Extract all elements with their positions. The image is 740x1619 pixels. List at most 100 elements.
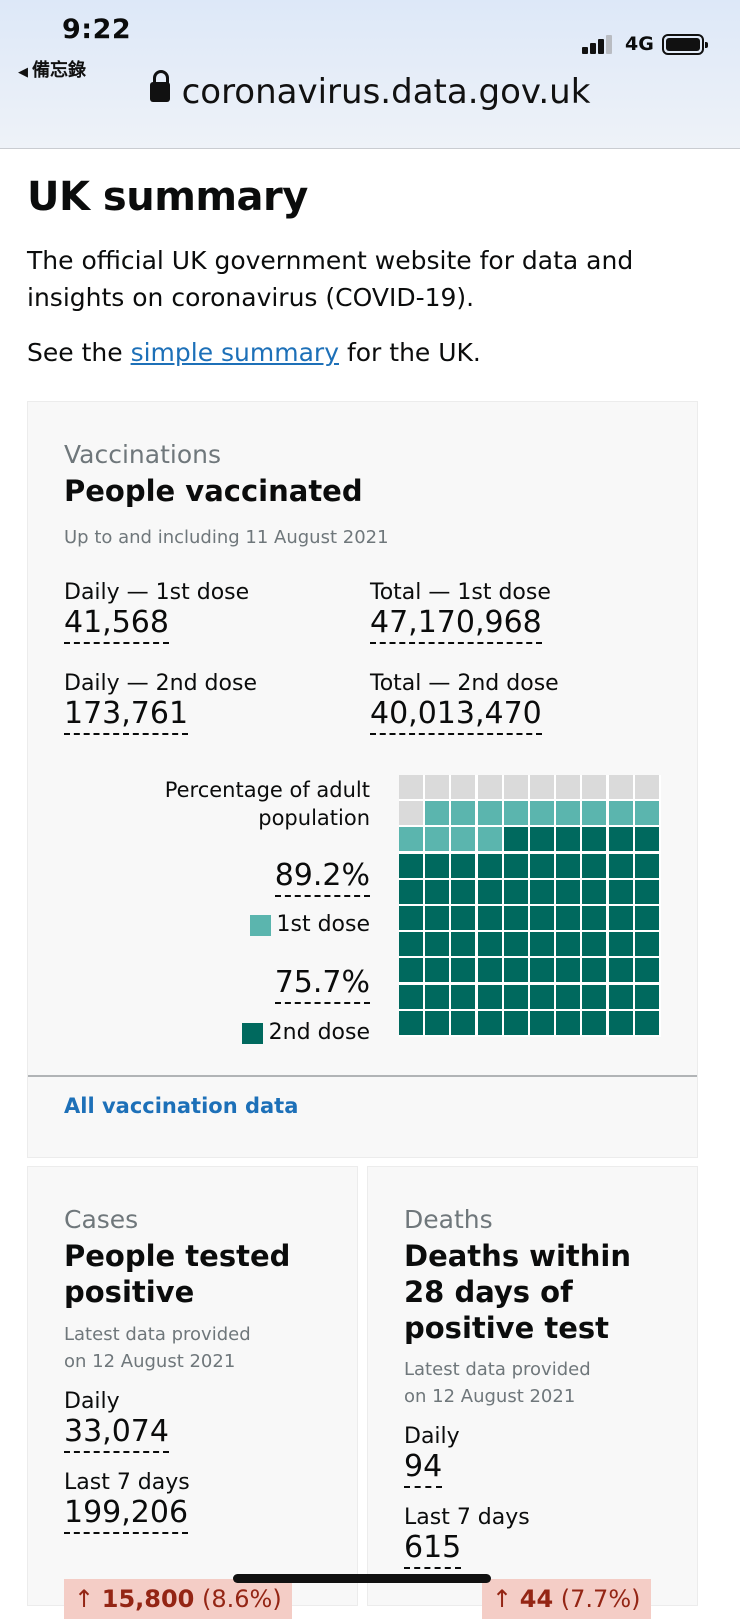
waffle-cell xyxy=(451,853,476,878)
deaths-daily-label: Daily xyxy=(404,1424,460,1449)
back-to-app-button[interactable]: ◀ 備忘錄 xyxy=(18,56,86,82)
deaths-updated: Latest data provided on 12 August 2021 xyxy=(404,1356,591,1410)
waffle-cell xyxy=(608,853,633,878)
waffle-cell xyxy=(399,932,423,957)
waffle-cell xyxy=(608,906,633,930)
network-type: 4G xyxy=(625,33,654,55)
waffle-cell xyxy=(556,827,581,852)
waffle-cell xyxy=(399,879,423,904)
waffle-cell xyxy=(634,906,659,930)
waffle-cell xyxy=(425,879,450,904)
waffle-cell xyxy=(503,827,528,852)
waffle-cell xyxy=(530,801,554,826)
waffle-cell xyxy=(634,801,659,826)
waffle-cell xyxy=(582,801,607,826)
waffle-cell xyxy=(503,932,528,957)
waffle-cell xyxy=(582,906,607,930)
waffle-cell xyxy=(477,906,502,930)
second-dose-pct-value[interactable]: 75.7% xyxy=(274,965,370,1004)
daily-first-dose-label: Daily — 1st dose xyxy=(64,580,250,605)
waffle-cell xyxy=(503,906,528,930)
waffle-cell xyxy=(608,827,633,852)
waffle-cell xyxy=(425,932,450,957)
address-bar[interactable]: coronavirus.data.gov.uk xyxy=(0,69,740,112)
first-dose-legend: 1st dose xyxy=(148,912,370,937)
cases-change-badge: ↑ 15,800 (8.6%) xyxy=(64,1579,292,1619)
deaths-daily: Daily 94 xyxy=(404,1424,460,1488)
waffle-cell xyxy=(399,958,423,983)
total-second-dose-label: Total — 2nd dose xyxy=(370,671,559,696)
cases-week-value[interactable]: 199,206 xyxy=(64,1495,189,1534)
deaths-title-line: Deaths within xyxy=(404,1239,632,1273)
waffle-cell xyxy=(451,879,476,904)
url-text: coronavirus.data.gov.uk xyxy=(181,72,591,112)
cases-category: Cases xyxy=(64,1205,139,1234)
waffle-cell xyxy=(399,1010,423,1035)
waffle-cell xyxy=(425,853,450,878)
cases-daily-value[interactable]: 33,074 xyxy=(64,1414,169,1453)
cellular-signal-icon xyxy=(582,34,618,54)
first-dose-pct-value[interactable]: 89.2% xyxy=(274,858,370,897)
deaths-title-line: 28 days of xyxy=(404,1275,573,1309)
up-arrow-icon: ↑ xyxy=(492,1585,513,1613)
cases-card: Cases People tested positive Latest data… xyxy=(27,1166,358,1619)
deaths-title-line: positive test xyxy=(404,1311,610,1345)
deaths-daily-value[interactable]: 94 xyxy=(404,1449,443,1488)
card-divider xyxy=(28,1075,697,1077)
waffle-cell xyxy=(556,879,581,904)
cases-title-line: positive xyxy=(64,1275,195,1309)
waffle-cell xyxy=(582,984,607,1009)
deaths-week-value[interactable]: 615 xyxy=(404,1530,462,1569)
intro-text: The official UK government website for d… xyxy=(27,246,634,312)
waffle-cell xyxy=(451,958,476,983)
deaths-week-label: Last 7 days xyxy=(404,1505,530,1530)
cases-updated-line: on 12 August 2021 xyxy=(64,1351,236,1372)
waffle-cell xyxy=(634,932,659,957)
vaccinations-category: Vaccinations xyxy=(64,440,221,469)
total-first-dose-value[interactable]: 47,170,968 xyxy=(370,605,542,644)
total-second-dose-value[interactable]: 40,013,470 xyxy=(370,696,542,735)
waffle-cell xyxy=(451,1010,476,1035)
see-suffix: for the UK. xyxy=(339,338,481,367)
waffle-cell xyxy=(477,775,502,799)
waffle-cell xyxy=(556,801,581,826)
simple-summary-link[interactable]: simple summary xyxy=(130,338,339,367)
daily-second-dose-value[interactable]: 173,761 xyxy=(64,696,189,735)
up-arrow-icon: ↑ xyxy=(74,1585,95,1613)
waffle-cell xyxy=(477,801,502,826)
waffle-cell xyxy=(399,853,423,878)
vaccinations-updated: Up to and including 11 August 2021 xyxy=(64,527,389,548)
waffle-cell xyxy=(556,853,581,878)
see-prefix: See the xyxy=(27,338,131,367)
total-first-dose: Total — 1st dose 47,170,968 xyxy=(370,580,551,644)
waffle-cell xyxy=(530,932,554,957)
deaths-change-value: 44 xyxy=(519,1585,554,1613)
waffle-cell xyxy=(425,1010,450,1035)
waffle-cell xyxy=(399,984,423,1009)
waffle-cell xyxy=(556,775,581,799)
waffle-cell xyxy=(634,775,659,799)
waffle-cell xyxy=(556,958,581,983)
first-dose-percentage: 89.2% xyxy=(148,858,370,897)
waffle-cell xyxy=(477,958,502,983)
vaccinations-card: Vaccinations People vaccinated Up to and… xyxy=(27,401,698,1158)
back-app-label: 備忘錄 xyxy=(32,60,86,81)
battery-icon xyxy=(662,34,708,55)
waffle-cell xyxy=(634,879,659,904)
waffle-cell xyxy=(608,932,633,957)
waffle-cell xyxy=(503,984,528,1009)
all-vaccination-data-link[interactable]: All vaccination data xyxy=(64,1094,299,1118)
daily-first-dose-value[interactable]: 41,568 xyxy=(64,605,169,644)
first-dose-legend-label: 1st dose xyxy=(276,912,371,937)
home-indicator[interactable] xyxy=(233,1574,491,1583)
waffle-cell xyxy=(399,827,423,852)
waffle-cell xyxy=(556,906,581,930)
waffle-cell xyxy=(530,879,554,904)
deaths-title: Deaths within 28 days of positive test xyxy=(404,1238,631,1346)
waffle-cell xyxy=(503,775,528,799)
cases-title: People tested positive xyxy=(64,1238,290,1310)
waffle-cell xyxy=(399,906,423,930)
waffle-cell xyxy=(608,958,633,983)
daily-second-dose: Daily — 2nd dose 173,761 xyxy=(64,671,257,735)
waffle-cell xyxy=(634,984,659,1009)
